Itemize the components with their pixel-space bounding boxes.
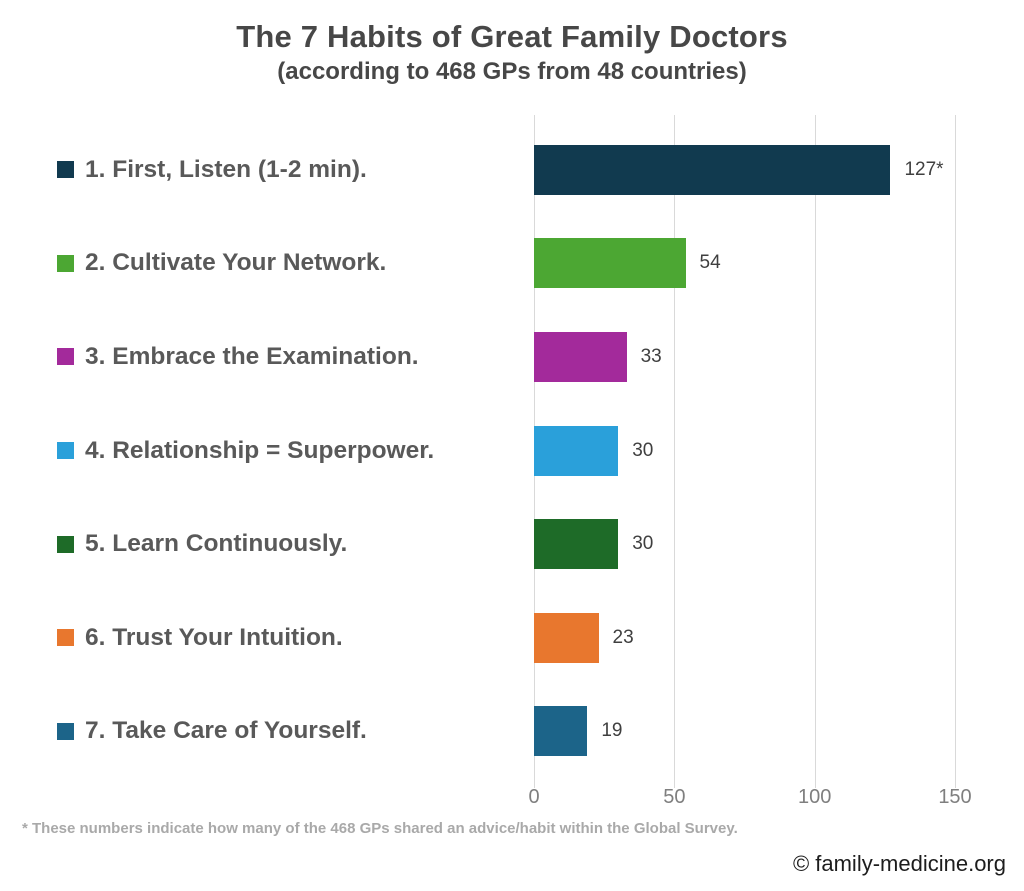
legend-swatch [57, 254, 74, 272]
bar [534, 425, 619, 476]
category-cell: 5. Learn Continuously. [0, 530, 534, 558]
category-cell: 7. Take Care of Yourself. [0, 717, 534, 745]
value-label: 19 [601, 720, 623, 742]
bar-cell: 30 [534, 404, 1024, 498]
bar-cell: 33 [534, 310, 1024, 404]
attribution: © family-medicine.org [792, 851, 1006, 876]
category-label: 1. First, Listen (1-2 min). [85, 155, 367, 183]
bar-cell: 54 [534, 217, 1024, 311]
x-axis: 0 50 100 150 [0, 778, 1024, 812]
category-label: 4. Relationship = Superpower. [85, 436, 435, 464]
gridline [674, 115, 676, 788]
tick-label: 50 [663, 786, 686, 808]
category-label: 5. Learn Continuously. [85, 530, 348, 558]
value-label: 127* [904, 158, 944, 180]
bar-row: 1. First, Listen (1-2 min). 127* [0, 123, 1024, 217]
legend-swatch [57, 442, 74, 460]
bar [534, 706, 588, 757]
bar-row: 7. Take Care of Yourself. 19 [0, 684, 1024, 778]
category-label: 7. Take Care of Yourself. [85, 717, 367, 745]
bar-row: 4. Relationship = Superpower. 30 [0, 404, 1024, 498]
value-label: 54 [699, 252, 721, 274]
bar [534, 519, 619, 570]
gridline [814, 115, 816, 788]
category-label: 2. Cultivate Your Network. [85, 249, 387, 277]
tick-label: 150 [938, 786, 972, 808]
chart-title: The 7 Habits of Great Family Doctors [236, 19, 788, 54]
footnote: * These numbers indicate how many of the… [22, 820, 738, 837]
bar-chart: 1. First, Listen (1-2 min). 127* 2. Cultiv… [0, 115, 1024, 788]
legend-swatch [57, 348, 74, 366]
bar-cell: 30 [534, 497, 1024, 591]
bar [534, 612, 599, 663]
value-label: 30 [632, 533, 654, 555]
category-label: 6. Trust Your Intuition. [85, 623, 343, 651]
legend-swatch [57, 161, 74, 179]
bar [534, 238, 686, 289]
legend-swatch [57, 535, 74, 553]
bar-cell: 23 [534, 591, 1024, 685]
category-cell: 2. Cultivate Your Network. [0, 249, 534, 277]
bar-cell: 19 [534, 684, 1024, 778]
bar-row: 5. Learn Continuously. 30 [0, 497, 1024, 591]
tick-label: 100 [797, 786, 832, 808]
value-label: 30 [632, 439, 654, 461]
bar-row: 6. Trust Your Intuition. 23 [0, 591, 1024, 685]
legend-swatch [57, 629, 74, 647]
legend-swatch [57, 722, 74, 740]
chart-subtitle: (according to 468 GPs from 48 countries) [277, 58, 747, 85]
bar [534, 144, 891, 195]
bar-row: 3. Embrace the Examination. 33 [0, 310, 1024, 404]
bar-cell: 127* [534, 123, 1024, 217]
category-cell: 4. Relationship = Superpower. [0, 437, 534, 465]
category-cell: 6. Trust Your Intuition. [0, 624, 534, 652]
tick-label: 0 [528, 786, 540, 808]
bar-row: 2. Cultivate Your Network. 54 [0, 217, 1024, 311]
value-label: 23 [612, 626, 634, 648]
value-label: 33 [640, 345, 662, 367]
category-cell: 1. First, Listen (1-2 min). [0, 156, 534, 184]
category-cell: 3. Embrace the Examination. [0, 343, 534, 371]
category-label: 3. Embrace the Examination. [85, 342, 419, 370]
gridline [955, 115, 956, 788]
bar [534, 331, 627, 382]
